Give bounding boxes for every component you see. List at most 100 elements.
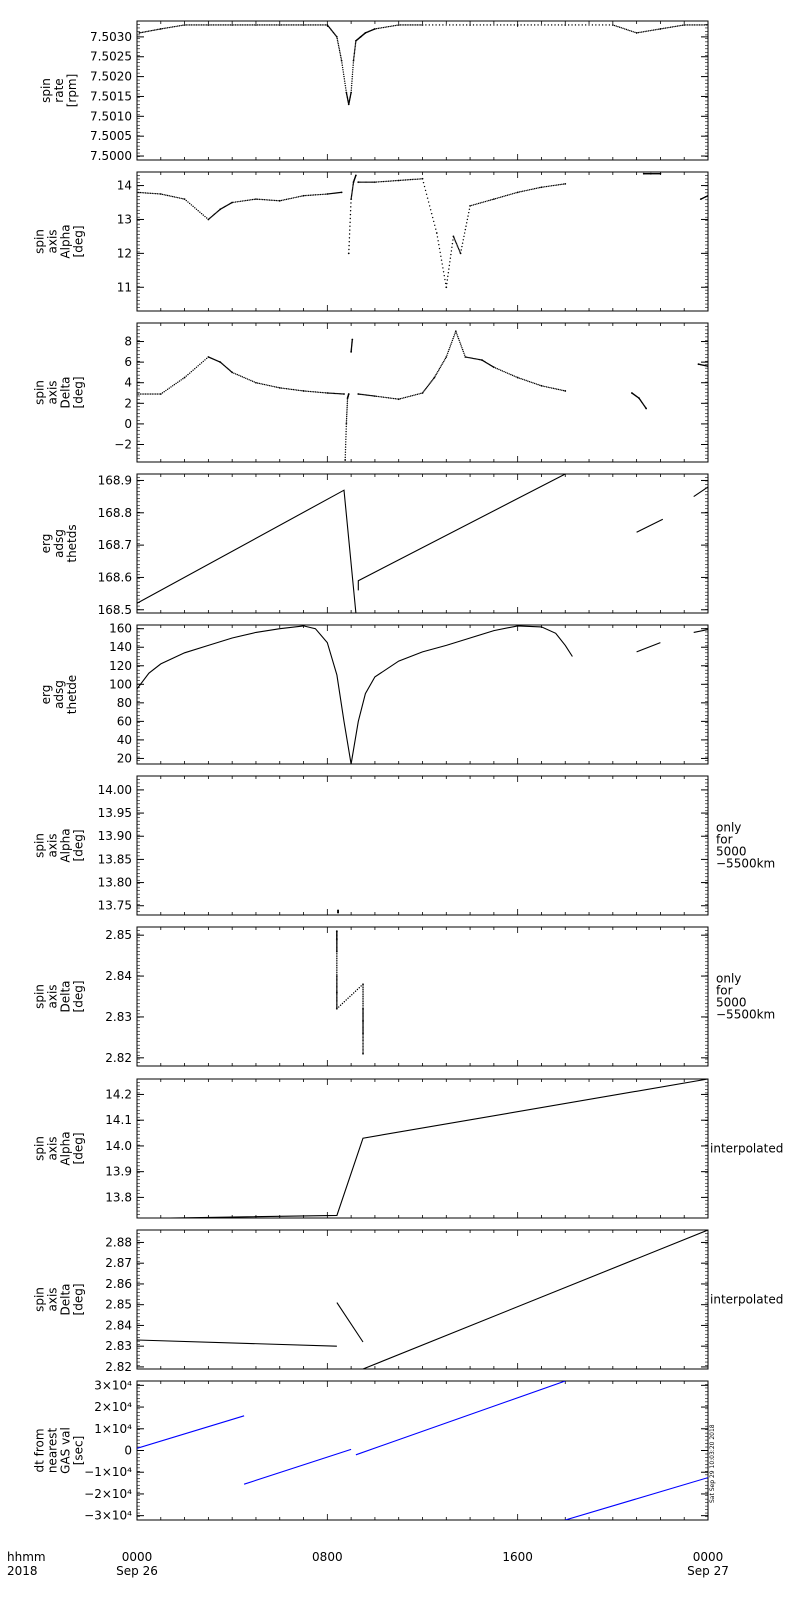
data-point: [530, 24, 532, 26]
data-point: [397, 24, 400, 26]
data-point: [156, 393, 159, 395]
data-point: [634, 31, 636, 34]
data-point: [418, 393, 420, 395]
data-point: [277, 386, 279, 389]
data-point: [450, 250, 453, 252]
data-point: [159, 28, 162, 30]
data-point: [439, 251, 441, 254]
data-point: [353, 57, 355, 59]
data-point: [404, 179, 407, 181]
data-point: [297, 389, 300, 391]
data-point: [137, 393, 140, 395]
y-tick-label: 2.87: [105, 1256, 132, 1270]
data-point: [365, 394, 368, 396]
x-tick-time-label: 0000: [693, 1550, 724, 1564]
data-point: [678, 25, 680, 27]
data-point: [427, 201, 430, 203]
data-series-group: [137, 1381, 708, 1520]
data-point: [493, 24, 495, 26]
data-point: [461, 242, 464, 244]
data-point: [362, 1002, 364, 1005]
data-point: [245, 199, 247, 202]
data-point: [250, 24, 252, 26]
data-point: [464, 228, 467, 231]
data-point: [350, 197, 352, 199]
data-point: [427, 384, 430, 386]
data-point: [554, 184, 556, 187]
data-point: [348, 237, 351, 239]
data-point: [426, 385, 429, 388]
data-point: [217, 24, 220, 26]
data-point: [337, 44, 340, 47]
data-point: [446, 282, 448, 285]
data-point: [547, 386, 549, 388]
data-point: [330, 392, 332, 394]
y-tick-label: 168.9: [98, 473, 132, 487]
data-point: [304, 390, 306, 392]
series-line: [243, 1448, 352, 1485]
data-point: [401, 397, 403, 400]
data-point: [195, 24, 198, 26]
data-point: [344, 446, 347, 448]
data-point: [265, 384, 267, 386]
data-point: [518, 191, 521, 193]
data-point: [335, 991, 338, 994]
data-point: [415, 394, 417, 396]
data-point: [324, 24, 327, 26]
data-point: [178, 197, 181, 199]
data-point: [354, 45, 356, 48]
data-point: [479, 24, 481, 26]
data-point: [358, 181, 361, 183]
data-point: [437, 240, 439, 242]
data-point: [389, 180, 391, 182]
data-point: [435, 373, 437, 376]
data-point: [664, 27, 667, 29]
data-point: [267, 384, 269, 386]
data-point: [328, 193, 331, 195]
data-series-group: [170, 1079, 708, 1218]
data-point: [549, 386, 551, 389]
y-axis-label-line: spin: [33, 229, 47, 254]
data-point: [331, 392, 333, 395]
y-axis-label-line: adsg: [52, 529, 66, 558]
data-point: [353, 54, 355, 56]
data-point: [251, 198, 254, 201]
data-point: [165, 389, 167, 392]
data-point: [360, 985, 362, 987]
data-point: [316, 194, 318, 196]
data-point: [349, 995, 351, 998]
data-point: [571, 24, 573, 26]
data-point: [351, 71, 354, 73]
data-point: [426, 197, 429, 199]
data-point: [377, 181, 380, 183]
data-point: [458, 250, 461, 252]
data-point: [659, 172, 661, 175]
y-axis-label: spinaxisAlpha[deg]: [33, 1131, 86, 1165]
data-point: [466, 218, 469, 221]
data-point: [263, 383, 266, 386]
data-point: [233, 24, 235, 26]
data-point: [243, 24, 245, 26]
data-point: [384, 26, 386, 28]
data-point: [336, 961, 338, 963]
data-point: [462, 24, 464, 26]
data-point: [480, 359, 482, 361]
y-tick-label: 7.5010: [90, 109, 132, 123]
data-point: [416, 178, 419, 180]
data-point: [173, 383, 176, 386]
data-point: [520, 190, 522, 193]
data-point: [359, 181, 362, 183]
data-point: [338, 48, 340, 50]
x-tick-time-label: 0800: [312, 1550, 343, 1564]
data-point: [185, 24, 187, 26]
data-point: [357, 393, 360, 395]
data-point: [391, 180, 393, 182]
data-point: [496, 368, 498, 370]
data-point: [365, 181, 368, 183]
data-point: [351, 994, 353, 996]
y-axis-label-line: erg: [39, 685, 53, 705]
data-point: [361, 181, 363, 183]
data-point: [345, 425, 347, 428]
data-point: [557, 388, 560, 391]
